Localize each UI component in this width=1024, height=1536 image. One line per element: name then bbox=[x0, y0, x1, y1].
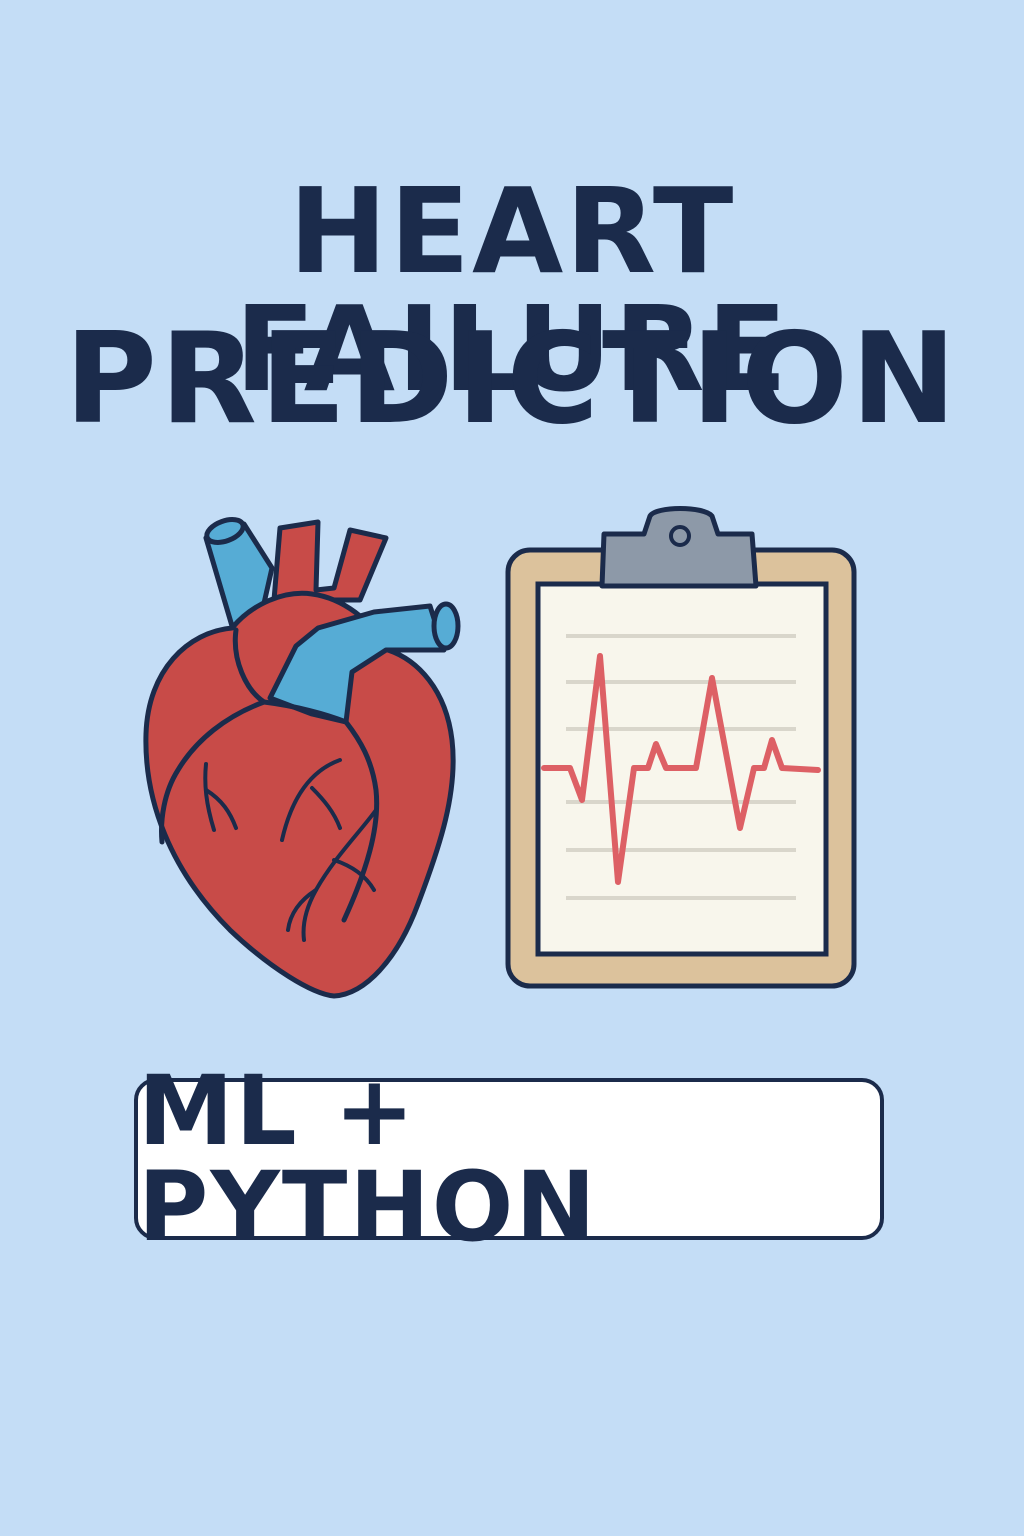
ml-python-badge: ML + PYTHON bbox=[134, 1063, 884, 1255]
title-line-1: HEART FAILURE bbox=[234, 162, 790, 418]
badge-label: ML + PYTHON bbox=[138, 1055, 598, 1263]
title-line-2: PREDICTION bbox=[64, 305, 960, 452]
clipboard-clip bbox=[599, 506, 759, 589]
anatomical-heart-icon bbox=[143, 517, 461, 999]
clipboard-ecg-icon bbox=[505, 506, 857, 989]
ecg-waveform bbox=[541, 653, 821, 885]
